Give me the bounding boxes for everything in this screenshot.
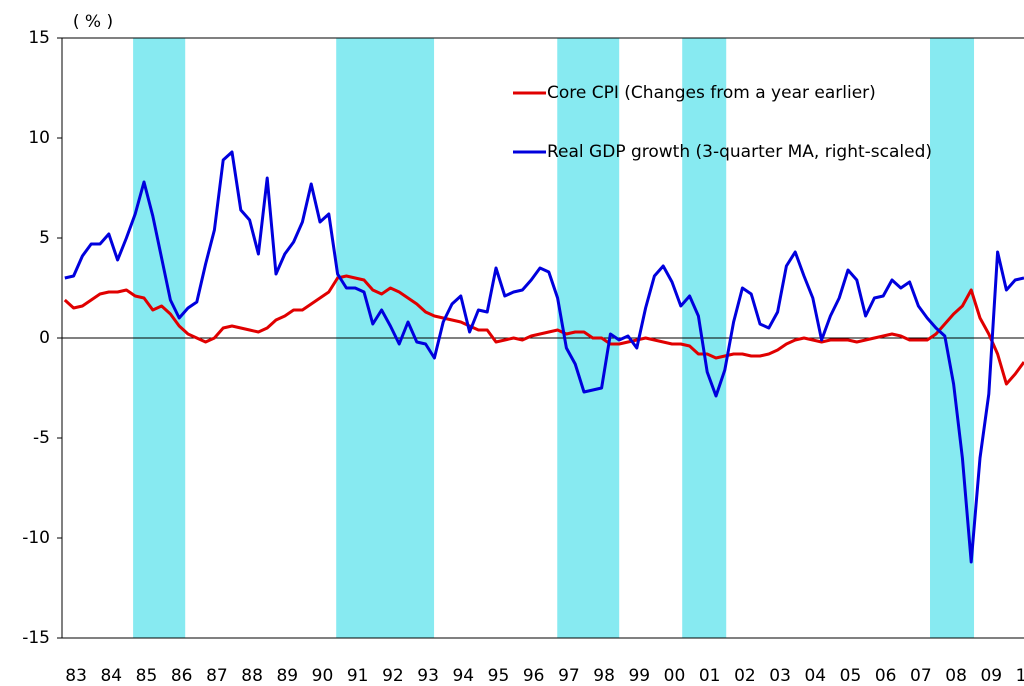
x-tick-label: 07 [910,666,932,686]
legend-label: Real GDP growth (3-quarter MA, right-sca… [547,142,932,162]
x-tick-label: 98 [593,666,615,686]
y-tick-label: -5 [33,428,50,448]
x-tick-label: 93 [417,666,439,686]
x-tick-label: 10 [1016,666,1024,686]
x-tick-label: 00 [664,666,686,686]
x-tick-label: 06 [875,666,897,686]
y-tick-label: 15 [28,28,50,48]
x-tick-label: 94 [452,666,474,686]
x-tick-label: 02 [734,666,756,686]
x-tick-label: 85 [136,666,158,686]
x-tick-label: 96 [523,666,545,686]
x-tick-label: 03 [769,666,791,686]
x-tick-label: 90 [312,666,334,686]
x-tick-label: 92 [382,666,404,686]
series-line [63,274,1024,386]
x-tick-label: 95 [488,666,510,686]
x-tick-label: 97 [558,666,580,686]
x-tick-label: 87 [206,666,228,686]
x-tick-label: 91 [347,666,369,686]
series-line [64,150,1024,564]
y-tick-label: -15 [22,628,50,648]
x-tick-label: 09 [980,666,1002,686]
x-tick-label: 83 [65,666,87,686]
y-unit-label: ( % ) [73,12,113,32]
x-tick-label: 86 [171,666,193,686]
plot-frame [61,37,1024,639]
x-tick-label: 89 [276,666,298,686]
x-tick-label: 84 [100,666,122,686]
y-tick-label: -10 [22,528,50,548]
x-tick-label: 04 [804,666,826,686]
y-tick-label: 5 [39,228,50,248]
legend-label: Core CPI (Changes from a year earlier) [547,83,876,103]
y-tick-label: 0 [39,328,50,348]
x-tick-label: 99 [628,666,650,686]
x-tick-label: 05 [840,666,862,686]
x-tick-label: 08 [945,666,967,686]
x-tick-label: 88 [241,666,263,686]
x-tick-label: 01 [699,666,721,686]
y-tick-label: 10 [28,128,50,148]
